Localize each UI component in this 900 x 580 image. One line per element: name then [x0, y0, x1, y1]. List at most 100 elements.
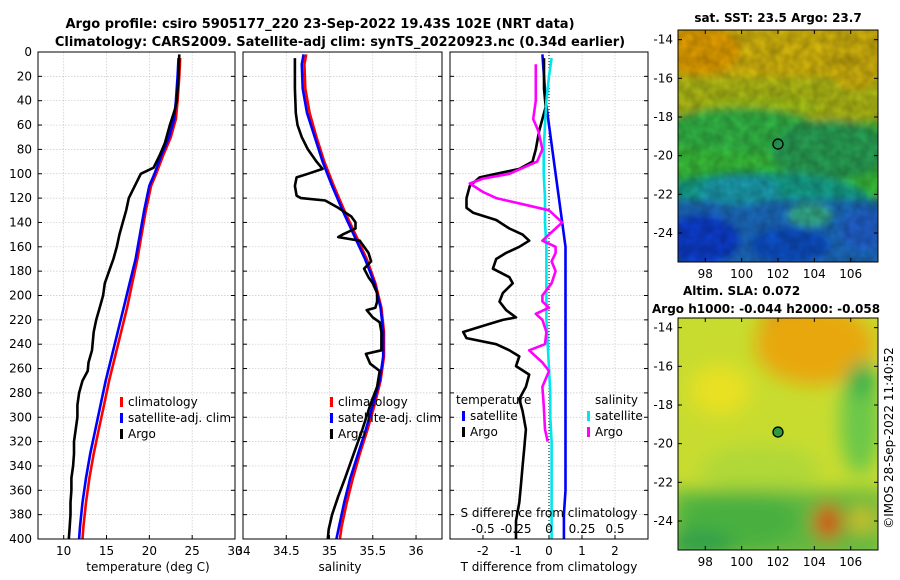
- sla-map-field: [678, 318, 878, 550]
- series-line-t-satellite: [541, 54, 567, 539]
- legend-swatch-argo: [330, 429, 333, 439]
- ytick-label: 140: [9, 215, 32, 229]
- legend-label-satellite: satellite-adj. clim: [128, 411, 231, 425]
- map-xtick-label: 100: [730, 555, 753, 569]
- map-ytick-label: -22: [653, 187, 673, 201]
- ytick-label: 400: [9, 532, 32, 546]
- legend-swatch-argo: [120, 429, 123, 439]
- sst-map-ticks: 98 100 102 104 106 -14 -16 -18 -20 -22 -24: [653, 30, 878, 281]
- sla-map: Altim. SLA: 0.072 Argo h1000: -0.044 h20…: [652, 284, 880, 569]
- xtick-label: 34.5: [273, 544, 300, 558]
- legend-swatch-s-satellite: [587, 411, 590, 421]
- legend-label-argo: Argo: [128, 427, 156, 441]
- salinity-xlabel: salinity: [318, 560, 361, 574]
- sst-argo-marker: [772, 138, 784, 150]
- s-tick-label: 0.25: [569, 522, 596, 536]
- map-ytick-label: -24: [653, 226, 673, 240]
- xtick-label: 20: [142, 544, 157, 558]
- legend-label-s-satellite: satellite: [595, 409, 643, 423]
- temperature-xlabel: temperature (deg C): [86, 560, 209, 574]
- ytick-label: 300: [9, 410, 32, 424]
- ytick-label: 100: [9, 167, 32, 181]
- ytick-label: 280: [9, 386, 32, 400]
- map-ytick-label: -20: [653, 437, 673, 451]
- sla-argo-marker: [772, 426, 784, 438]
- xtick-label: 36: [408, 544, 423, 558]
- ytick-label: 180: [9, 264, 32, 278]
- legend-swatch-t-satellite: [462, 411, 465, 421]
- salinity-legend: climatology satellite-adj. clim Argo: [330, 395, 441, 441]
- ytick-label: 260: [9, 362, 32, 376]
- ytick-label: 60: [17, 118, 32, 132]
- map-xtick-label: 98: [698, 267, 713, 281]
- map-ytick-label: -14: [653, 321, 673, 335]
- difference-xlabel: T difference from climatology: [460, 560, 638, 574]
- map-ytick-label: -16: [653, 71, 673, 85]
- map-ytick-label: -22: [653, 475, 673, 489]
- temperature-legend: climatology satellite-adj. clim Argo: [120, 395, 231, 441]
- series-line-t-argo: [461, 58, 548, 539]
- ytick-label: 120: [9, 191, 32, 205]
- ytick-label: 40: [17, 94, 32, 108]
- salinity-panel: 34 34.5 35 35.5 36 salinity: [235, 51, 443, 574]
- map-xtick-label: 102: [767, 267, 790, 281]
- map-xtick-label: 102: [767, 555, 790, 569]
- temperature-grid: [38, 51, 236, 540]
- map-xtick-label: 100: [730, 267, 753, 281]
- xtick-label: 35.5: [359, 544, 386, 558]
- temperature-lines: [67, 54, 182, 539]
- map-xtick-label: 98: [698, 555, 713, 569]
- ytick-label: 200: [9, 289, 32, 303]
- ytick-label: 320: [9, 435, 32, 449]
- legend-swatch-satellite: [330, 413, 333, 423]
- difference-xlabel-top: S difference from climatology: [461, 506, 638, 520]
- ytick-label: 20: [17, 69, 32, 83]
- legend-label-satellite: satellite-adj. clim: [338, 411, 441, 425]
- legend-label-s-argo: Argo: [595, 425, 623, 439]
- difference-legend: temperature salinity satellite Argo sate…: [456, 393, 643, 439]
- xtick-label: 35: [322, 544, 337, 558]
- xtick-label: 34: [235, 544, 250, 558]
- legend-label-climatology: climatology: [128, 395, 198, 409]
- temperature-ticks: 0 20 40 60 80 100 120 140 160 180 200 220 240 260 280 3…: [9, 45, 243, 558]
- s-tick-label: -0.25: [500, 522, 531, 536]
- xtick-label: -2: [477, 544, 489, 558]
- legend-swatch-satellite: [120, 413, 123, 423]
- legend-swatch-climatology: [330, 397, 333, 407]
- map-ytick-label: -14: [653, 33, 673, 47]
- map-ytick-label: -20: [653, 149, 673, 163]
- timestamp: ©IMOS 28-Sep-2022 11:40:52: [882, 347, 896, 529]
- xtick-label: 30: [227, 544, 242, 558]
- legend-swatch-climatology: [120, 397, 123, 407]
- ytick-label: 220: [9, 313, 32, 327]
- legend-swatch-s-argo: [587, 427, 590, 437]
- temperature-axes-box: [37, 51, 236, 540]
- series-line-s-satellite: [542, 57, 553, 539]
- map-xtick-label: 106: [839, 267, 862, 281]
- series-line-s-argo: [468, 64, 564, 442]
- xtick-label: 0: [545, 544, 553, 558]
- sla-map-title-line1: Altim. SLA: 0.072: [683, 284, 800, 298]
- xtick-label: 2: [611, 544, 619, 558]
- map-xtick-label: 106: [839, 555, 862, 569]
- legend-label-t-satellite: satellite: [470, 409, 518, 423]
- legend-title-temperature: temperature: [456, 393, 531, 407]
- series-line-climatology: [81, 58, 182, 539]
- legend-title-salinity: salinity: [595, 393, 638, 407]
- figure-title-line2: Climatology: CARS2009. Satellite-adj cli…: [55, 35, 625, 50]
- difference-panel: -2 -1 0 1 2 -0.5 -0.25 0 0.25 0.5 T difference fr…: [449, 51, 649, 574]
- s-tick-label: 0: [545, 522, 553, 536]
- salinity-lines: [293, 54, 386, 539]
- map-xtick-label: 104: [803, 555, 826, 569]
- temperature-panel: 0 20 40 60 80 100 120 140 160 180 200 220 240 260 280 3…: [9, 45, 243, 574]
- ytick-label: 360: [9, 483, 32, 497]
- sst-map-title: sat. SST: 23.5 Argo: 23.7: [694, 11, 861, 25]
- sst-map: sat. SST: 23.5 Argo: 23.7: [653, 11, 879, 281]
- map-ytick-label: -18: [653, 110, 673, 124]
- s-tick-label: 0.5: [605, 522, 624, 536]
- xtick-label: 1: [578, 544, 586, 558]
- xtick-label: 15: [99, 544, 114, 558]
- difference-lines: [461, 52, 567, 539]
- map-ytick-label: -18: [653, 398, 673, 412]
